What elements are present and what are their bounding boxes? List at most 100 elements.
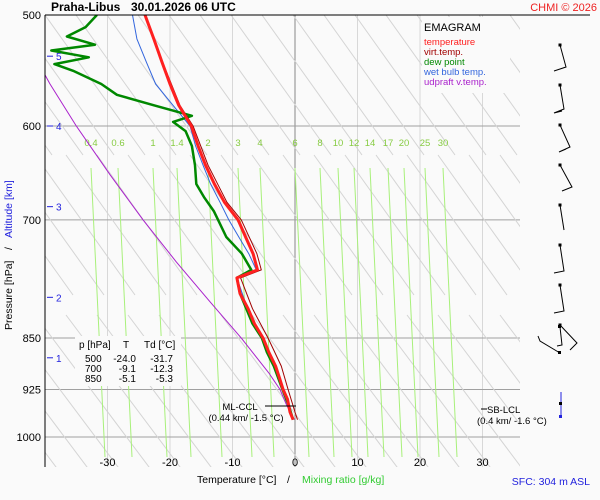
ml-ccl-title: ML-CCL [222, 402, 257, 413]
wind-barb-dot [558, 325, 561, 328]
wind-barb [558, 203, 565, 231]
table-header-td: Td [°C] [144, 340, 175, 351]
legend-temperature: temperature [424, 37, 475, 48]
dry-adiabat [313, 154, 415, 296]
mixing-ratio-line [207, 167, 223, 458]
temperature-tick-label: -20 [162, 457, 178, 469]
mixing-ratio-label: 20 [399, 138, 410, 149]
wind-barb-dot [558, 243, 562, 247]
copyright: CHMI © 2026 [530, 2, 597, 14]
mixing-ratio-label: 1 [150, 138, 155, 149]
series-udpraft-v-temp [45, 73, 295, 420]
dry-adiabat [220, 154, 322, 296]
dry-adiabat [45, 144, 53, 156]
mixing-ratio-label: 1.4 [170, 138, 183, 149]
dry-adiabat [375, 154, 477, 296]
mixing-ratio-label: 10 [333, 138, 344, 149]
pressure-tick-label: 700 [23, 215, 41, 227]
wind-barb-staff [558, 124, 571, 153]
legend-wet-bulb: wet bulb temp. [423, 67, 486, 78]
mixing-ratio-line [259, 167, 275, 458]
wind-barb-staff [559, 204, 565, 231]
mixing-ratio-line [369, 167, 385, 458]
dry-adiabat [499, 154, 520, 184]
mixing-ratio-label: 3 [235, 138, 240, 149]
dry-adiabat [344, 154, 446, 296]
table-row: 700 -9.1 -12.3 [85, 364, 173, 375]
mixing-ratio-label: 17 [383, 138, 394, 149]
wind-barb-dot [559, 402, 562, 405]
dry-adiabat [572, 15, 600, 155]
pressure-tick-label: 1000 [17, 432, 41, 444]
dry-adiabat [406, 154, 508, 296]
table-row: 850 -5.1 -5.3 [85, 374, 173, 385]
x-axis-label-mixing: Mixing ratio [g/kg] [302, 474, 384, 486]
dry-adiabat [45, 327, 150, 467]
dry-adiabat [593, 315, 600, 475]
table-cell: -12.3 [150, 364, 173, 375]
dry-adiabat [468, 154, 520, 228]
dry-adiabat [127, 154, 229, 296]
wind-barb-staff [537, 335, 561, 354]
legend-updraft: udpraft v.temp. [424, 77, 487, 88]
dry-adiabat [0, 15, 21, 155]
mixing-ratio-label: 8 [317, 138, 322, 149]
dry-adiabat [45, 15, 146, 156]
pressure-tick-label: 850 [23, 333, 41, 345]
y-axis-label-altitude: Altitude [km] [3, 180, 15, 238]
legend-box [422, 17, 510, 93]
wind-barb [537, 325, 563, 354]
wind-barb-dot [558, 203, 562, 207]
table-cell: 500 [85, 354, 102, 365]
altitude-tick-label: 5 [56, 52, 62, 63]
wind-barb-staff [559, 324, 578, 351]
ml-ccl-value: (0.44 km/ -1.5 °C) [208, 413, 283, 424]
temperature-tick-label: 30 [476, 457, 488, 469]
dry-adiabat [541, 15, 600, 155]
mixing-ratio-label: 4 [257, 138, 262, 149]
altitude-tick-label: 2 [56, 293, 62, 304]
table-header-p: p [hPa] [79, 340, 111, 351]
grid-layer: 0.4 0.6 1 1.4 2 3 4 6 8 10 12 14 17 20 25 30 [0, 15, 600, 475]
legend-dew-point: dew point [424, 57, 465, 68]
table-row: 500 -24.0 -31.7 [85, 354, 173, 365]
dry-adiabat [437, 154, 520, 271]
dry-adiabat [75, 15, 177, 156]
wind-barb-staff [553, 284, 565, 314]
wind-barb [553, 283, 565, 314]
wind-barb [558, 163, 573, 192]
dry-adiabat [45, 254, 74, 296]
dry-adiabat [251, 314, 367, 467]
dry-adiabat [562, 155, 600, 295]
temperature-tick-label: 10 [351, 457, 363, 469]
x-axis-label-temperature: Temperature [°C] [197, 474, 277, 486]
dry-adiabat [45, 168, 136, 296]
y-axis-label: Pressure [hPa] / Altitude [km] [3, 180, 15, 330]
dry-adiabat [509, 15, 520, 30]
altitude-tick-label: 1 [56, 354, 62, 365]
mixing-ratio-line [237, 167, 253, 458]
wind-barb-staff [556, 326, 563, 347]
dry-adiabat [45, 100, 84, 156]
dry-adiabat [292, 15, 394, 156]
dry-adiabat [344, 314, 460, 467]
dry-adiabat [261, 15, 363, 156]
mixing-ratio-line [337, 167, 353, 458]
mixing-ratio-line [403, 167, 419, 458]
pressure-tick-label: 500 [23, 10, 41, 22]
dry-adiabat [45, 211, 105, 296]
altitude-tick-label: 3 [56, 203, 62, 214]
mixing-ratio-label: 25 [420, 138, 431, 149]
mixing-ratio-line [152, 167, 168, 458]
temperature-tick-label: 20 [414, 457, 426, 469]
wind-barb-dot [558, 123, 562, 127]
dry-adiabat [406, 314, 520, 467]
dry-adiabat [189, 314, 305, 467]
table-header-t: T [123, 340, 129, 351]
dry-adiabat [562, 315, 600, 475]
mixing-ratio-label: 0.6 [111, 138, 124, 149]
pressure-tick-label: 600 [23, 121, 41, 133]
dry-adiabat [45, 57, 115, 156]
labels-layer: Praha-Libus 30.01.2026 06 UTC CHMI © 202… [3, 0, 597, 488]
